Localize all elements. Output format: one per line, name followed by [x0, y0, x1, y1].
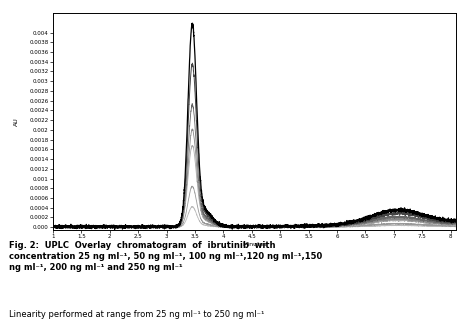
- Text: AU: AU: [14, 117, 19, 126]
- Text: Linearity performed at range from 25 ng ml⁻¹ to 250 ng ml⁻¹: Linearity performed at range from 25 ng …: [9, 310, 265, 319]
- Text: Fig. 2:  UPLC  Overlay  chromatogram  of  ibrutinib  with
concentration 25 ng ml: Fig. 2: UPLC Overlay chromatogram of ibr…: [9, 241, 323, 272]
- X-axis label: Minutes: Minutes: [242, 241, 267, 247]
